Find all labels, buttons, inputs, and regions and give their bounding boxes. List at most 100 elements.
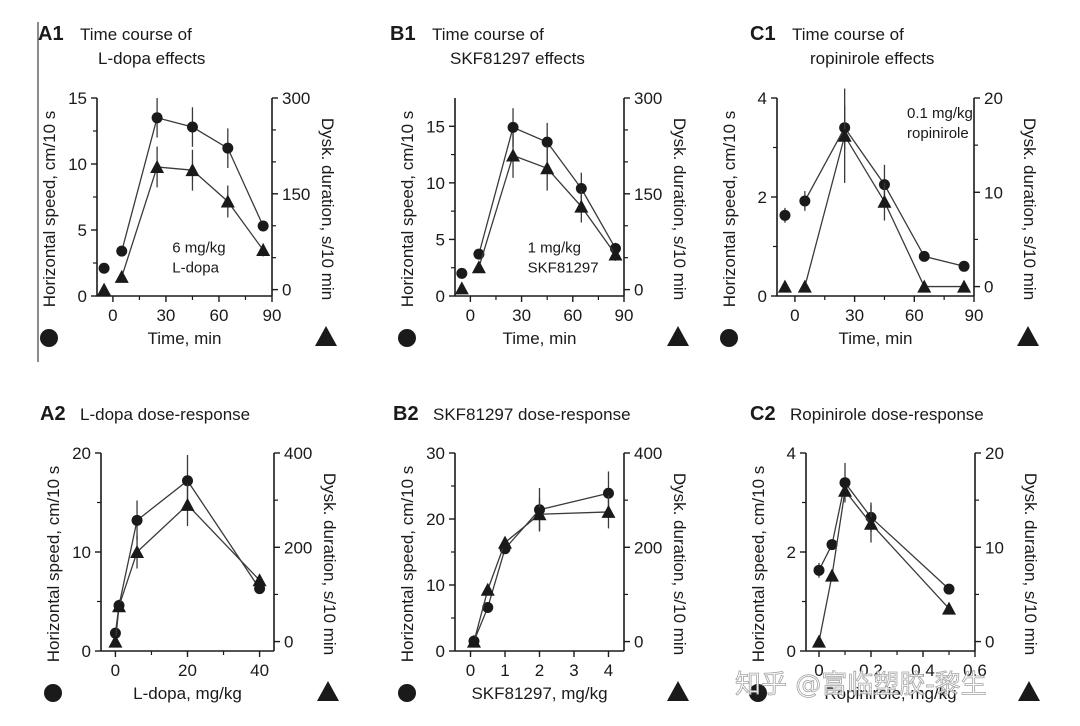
x-tick-label: 0.2 xyxy=(859,661,883,680)
annotation-text: 1 mg/kg xyxy=(528,239,581,256)
y-tick-label: 0 xyxy=(78,287,87,306)
y-tick-label: 0 xyxy=(436,642,445,661)
y-tick-label: 10 xyxy=(426,576,445,595)
x-axis-title: Time, min xyxy=(148,329,222,348)
data-point-circle xyxy=(186,121,198,133)
data-point-triangle xyxy=(797,279,812,293)
data-point-circle xyxy=(602,487,614,499)
y2-tick-label: 150 xyxy=(634,185,662,204)
panel-a1: A1 Time course ofL-dopa effects0510150150… xyxy=(38,23,337,348)
y2-axis-title: Dysk. duration, s/10 min xyxy=(1020,118,1039,300)
panel-label: B2 xyxy=(393,403,419,425)
data-point-triangle xyxy=(112,599,127,613)
data-point-circle xyxy=(826,539,838,551)
data-point-triangle xyxy=(97,282,112,296)
x-tick-label: 20 xyxy=(178,661,197,680)
legend-circle-icon xyxy=(44,684,62,702)
x-axis-title: SKF81297, mg/kg xyxy=(471,684,607,703)
x-tick-label: 30 xyxy=(845,306,864,325)
y-tick-label: 4 xyxy=(758,89,767,108)
data-point-circle xyxy=(943,583,955,595)
x-tick-label: 0 xyxy=(814,661,823,680)
y2-tick-label: 0 xyxy=(284,633,293,652)
x-tick-label: 30 xyxy=(156,306,175,325)
series-horizontal-speed xyxy=(468,471,614,647)
data-point-triangle xyxy=(256,243,271,257)
x-axis-title: Time, min xyxy=(503,329,577,348)
x-tick-label: 0.6 xyxy=(963,661,987,680)
y-tick-label: 5 xyxy=(78,221,87,240)
series-line xyxy=(473,511,609,642)
y-tick-label: 15 xyxy=(426,117,445,136)
data-point-triangle xyxy=(837,128,852,142)
annotation-text: 6 mg/kg xyxy=(172,239,225,256)
data-point-triangle xyxy=(601,504,616,518)
x-tick-label: 90 xyxy=(263,306,282,325)
y-tick-label: 15 xyxy=(68,89,87,108)
annotation-text: SKF81297 xyxy=(528,259,599,276)
data-point-triangle xyxy=(130,545,145,558)
y2-tick-label: 400 xyxy=(284,444,312,463)
y2-tick-label: 0 xyxy=(634,281,643,300)
x-tick-label: 60 xyxy=(563,306,582,325)
panel-c1: C1 Time course of ropinirole effects 0 2 4 0 10… xyxy=(720,23,1039,348)
data-point-circle xyxy=(799,195,811,207)
data-point-triangle xyxy=(466,634,481,648)
y2-tick-label: 400 xyxy=(634,444,662,463)
data-point-triangle xyxy=(777,279,792,293)
legend-triangle-icon xyxy=(1018,681,1040,701)
y2-tick-label: 300 xyxy=(282,89,310,108)
panel-title: Time course of xyxy=(80,25,192,44)
panel-title: Time course of xyxy=(792,25,904,44)
data-point-circle xyxy=(482,601,494,613)
y2-tick-label: 200 xyxy=(634,538,662,557)
data-point-triangle xyxy=(942,601,956,615)
data-point-circle xyxy=(958,260,970,272)
x-tick-label: 90 xyxy=(615,306,634,325)
y2-tick-label: 0 xyxy=(984,278,993,297)
y-axis-title: Horizontal speed, cm/10 s xyxy=(398,466,417,663)
y2-tick-label: 150 xyxy=(282,185,310,204)
data-point-circle xyxy=(222,142,234,154)
data-point-triangle xyxy=(864,516,878,530)
data-point-triangle xyxy=(917,279,932,293)
x-tick-label: 0 xyxy=(790,306,799,325)
y2-tick-label: 200 xyxy=(284,538,312,557)
data-point-triangle xyxy=(498,535,513,549)
data-point-triangle xyxy=(185,163,200,177)
y2-axis-title: Dysk. duration, s/10 min xyxy=(320,473,339,655)
x-axis-title: L-dopa, mg/kg xyxy=(133,684,242,703)
legend-circle-icon xyxy=(40,329,58,347)
y2-axis-title: Dysk. duration, s/10 min xyxy=(670,118,689,300)
y-tick-label: 20 xyxy=(72,444,91,463)
panel-title: SKF81297 effects xyxy=(450,49,585,68)
data-point-triangle xyxy=(150,159,165,173)
legend-circle-icon xyxy=(398,329,416,347)
x-tick-label: 3 xyxy=(569,661,578,680)
legend-triangle-icon xyxy=(667,681,689,701)
data-point-circle xyxy=(541,136,553,148)
y-tick-label: 0 xyxy=(82,642,91,661)
data-point-triangle xyxy=(838,483,852,497)
legend-triangle-icon xyxy=(1017,326,1039,346)
y-tick-label: 2 xyxy=(787,543,796,562)
y-axis-title: Horizontal speed, cm/10 s xyxy=(720,111,739,308)
data-point-circle xyxy=(575,183,587,195)
data-point-circle xyxy=(257,220,269,232)
annotation-text: 0.1 mg/kg xyxy=(907,105,973,122)
data-point-triangle xyxy=(471,260,486,274)
y2-tick-label: 10 xyxy=(984,183,1003,202)
data-point-triangle xyxy=(574,199,589,213)
panel-label: A2 xyxy=(40,403,66,425)
x-axis-title: Time, min xyxy=(839,329,913,348)
data-point-triangle xyxy=(480,582,495,596)
data-point-triangle xyxy=(608,247,623,261)
x-tick-label: 2 xyxy=(535,661,544,680)
data-point-triangle xyxy=(506,148,521,162)
data-point-circle xyxy=(131,514,143,526)
series-horizontal-speed xyxy=(109,454,266,639)
data-point-triangle xyxy=(540,161,555,175)
